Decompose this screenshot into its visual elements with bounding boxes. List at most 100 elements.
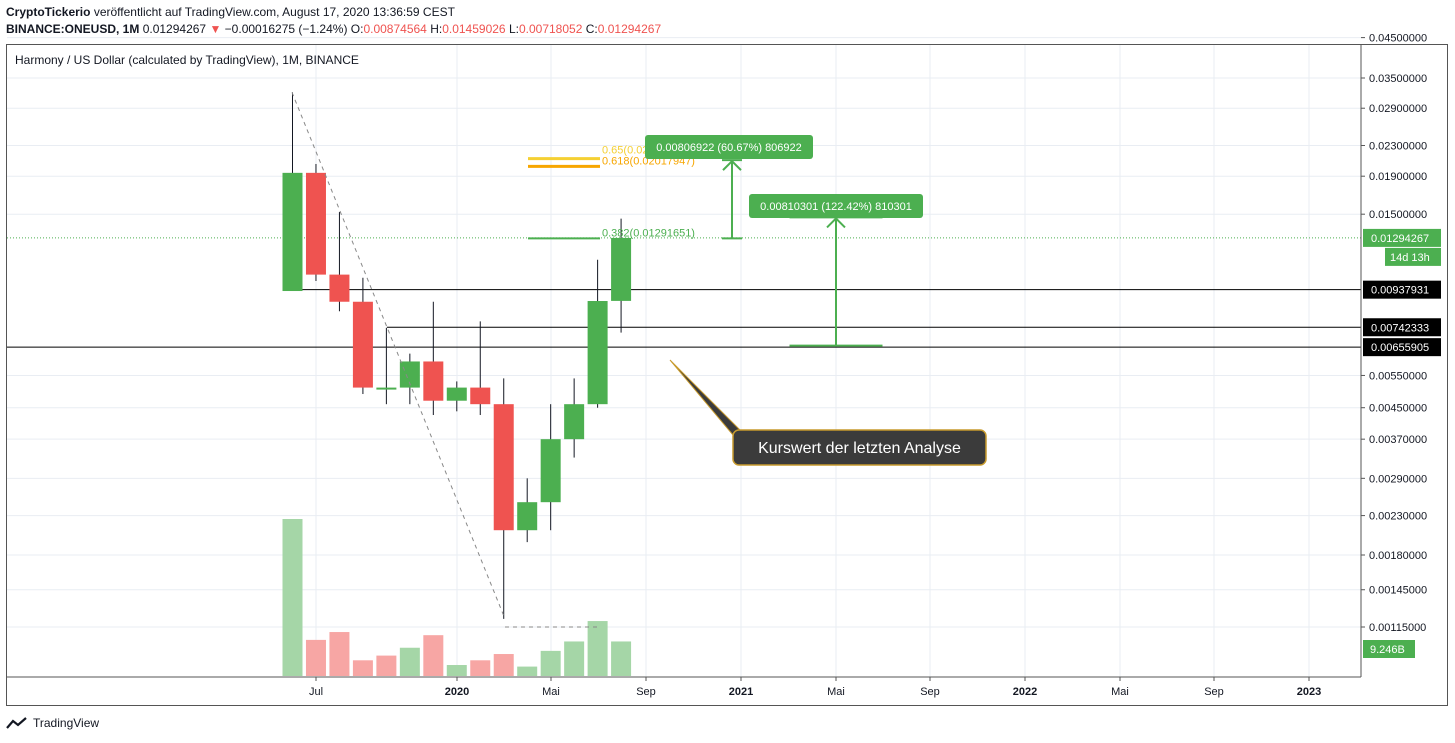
price-change: −0.00016275 (−1.24%) xyxy=(224,22,348,36)
candle-body xyxy=(446,387,467,401)
x-tick-label: Jul xyxy=(309,686,323,698)
horizontal-lines xyxy=(7,237,1361,348)
tradingview-logo-icon[interactable] xyxy=(6,716,28,730)
price-axis-label: 0.00937931 xyxy=(1371,285,1429,297)
price-axis: 0.04500000 0.03500000 0.02900000 0.02300000… xyxy=(1360,33,1441,677)
x-tick-label: Sep xyxy=(636,686,656,698)
publisher-name[interactable]: CryptoTickerio xyxy=(6,5,91,19)
candle-body xyxy=(305,172,326,275)
open-label: O: xyxy=(350,22,364,36)
symbol-info: BINANCE:ONEUSD, 1M 0.01294267 ▼ −0.00016… xyxy=(6,22,661,36)
x-tick-label: 2022 xyxy=(1013,686,1037,698)
volume-bar xyxy=(470,660,491,676)
volume-bar xyxy=(376,655,397,676)
volume-bar xyxy=(517,666,538,676)
volume-bar xyxy=(611,641,632,676)
footer-brand[interactable]: TradingView xyxy=(33,716,100,730)
measure-box xyxy=(749,194,923,218)
footer: TradingView xyxy=(6,716,99,730)
measure-label: 0.00806922 (60.67%) 806922 xyxy=(656,142,802,154)
y-tick-label: 0.00180000 xyxy=(1369,550,1427,562)
volume-bar xyxy=(587,621,608,676)
open-value: 0.00874564 xyxy=(363,22,427,36)
volume-bar xyxy=(423,635,444,676)
candle-body xyxy=(540,439,561,503)
measure-arrowhead xyxy=(722,159,742,171)
volume-label-bg xyxy=(1363,640,1415,658)
x-tick-label: Sep xyxy=(1204,686,1224,698)
x-tick-label: Sep xyxy=(920,686,940,698)
volume-bars xyxy=(282,519,632,676)
y-tick-label: 0.00230000 xyxy=(1369,511,1427,523)
price-chart[interactable]: 0.65(0.02116428)0.618(0.02017947)0.382(0… xyxy=(0,0,1455,710)
candle-body xyxy=(329,274,350,302)
x-tick-label: Mai xyxy=(542,686,560,698)
y-tick-label: 0.00115000 xyxy=(1369,622,1426,634)
measure-label: 0.00810301 (122.42%) 810301 xyxy=(760,201,912,213)
price-axis-label: 0.01294267 xyxy=(1371,233,1429,245)
last-price: 0.01294267 xyxy=(142,22,207,36)
candle-body xyxy=(611,237,632,301)
symbol-label: BINANCE:ONEUSD, 1M xyxy=(6,22,140,36)
candle-body xyxy=(376,387,397,390)
volume-bar xyxy=(282,519,303,676)
x-tick-label: Mai xyxy=(1111,686,1129,698)
price-axis-label: 0.00742333 xyxy=(1371,322,1429,334)
candle-body xyxy=(352,301,373,388)
volume-bar xyxy=(446,665,467,676)
close-label: C: xyxy=(585,22,598,36)
published-text: veröffentlicht auf TradingView.com, Augu… xyxy=(93,5,455,19)
volume-bar xyxy=(399,647,420,676)
chart-title: Harmony / US Dollar (calculated by Tradi… xyxy=(15,53,359,67)
low-value: 0.00718052 xyxy=(518,22,583,36)
y-tick-label: 0.02900000 xyxy=(1369,103,1427,115)
high-value: 0.01459026 xyxy=(442,22,506,36)
time-axis: Jul 2020 Mai Sep 2021 Mai Sep 2022 Mai Sep 2023 xyxy=(7,676,1361,698)
down-arrow-icon: ▼ xyxy=(209,22,222,36)
y-tick-label: 0.00290000 xyxy=(1369,473,1427,485)
low-label: L: xyxy=(508,22,519,36)
close-value: 0.01294267 xyxy=(597,22,662,36)
candle-body xyxy=(423,361,444,401)
volume-label: 9.246B xyxy=(1370,644,1405,656)
callout-text: Kurswert der letzten Analyse xyxy=(758,440,961,457)
measure-arrowhead xyxy=(826,217,846,229)
candle-body xyxy=(493,404,514,531)
y-tick-label: 0.04500000 xyxy=(1369,33,1427,45)
callout-box xyxy=(732,429,987,466)
trend-line xyxy=(291,92,506,620)
price-axis-label-bg xyxy=(1363,318,1441,337)
volume-bar xyxy=(305,639,326,676)
candle-body xyxy=(470,387,491,405)
candle-body xyxy=(282,172,303,292)
high-label: H: xyxy=(430,22,443,36)
chart-frame xyxy=(6,44,1448,706)
y-tick-label: 0.02300000 xyxy=(1369,140,1427,152)
candle-body xyxy=(517,502,538,531)
price-axis-label-bg xyxy=(1363,338,1441,357)
x-tick-label: 2021 xyxy=(729,686,753,698)
countdown-label: 14d 13h xyxy=(1390,252,1430,264)
candle-body xyxy=(587,301,608,405)
volume-bar xyxy=(493,654,514,676)
y-tick-label: 0.01900000 xyxy=(1369,171,1427,183)
candle-body xyxy=(564,404,585,440)
measure-box xyxy=(645,135,813,159)
volume-bar xyxy=(329,632,350,676)
candles xyxy=(282,92,632,619)
volume-bar xyxy=(352,660,373,676)
price-axis-label: 0.00655905 xyxy=(1371,342,1429,354)
volume-bar xyxy=(564,641,585,676)
y-tick-label: 0.01500000 xyxy=(1369,209,1427,221)
price-axis-label-bg xyxy=(1363,280,1441,299)
y-tick-label: 0.00370000 xyxy=(1369,434,1427,446)
y-tick-label: 0.00145000 xyxy=(1369,585,1427,597)
y-tick-label: 0.00450000 xyxy=(1369,403,1427,415)
x-tick-label: 2020 xyxy=(445,686,469,698)
y-tick-label: 0.00550000 xyxy=(1369,370,1427,382)
countdown-label-bg xyxy=(1385,247,1441,266)
volume-bar xyxy=(540,650,561,676)
publish-info: CryptoTickerio veröffentlicht auf Tradin… xyxy=(6,5,455,19)
drawings: 0.65(0.02116428)0.618(0.02017947)0.382(0… xyxy=(291,92,987,628)
candle-body xyxy=(399,361,420,388)
